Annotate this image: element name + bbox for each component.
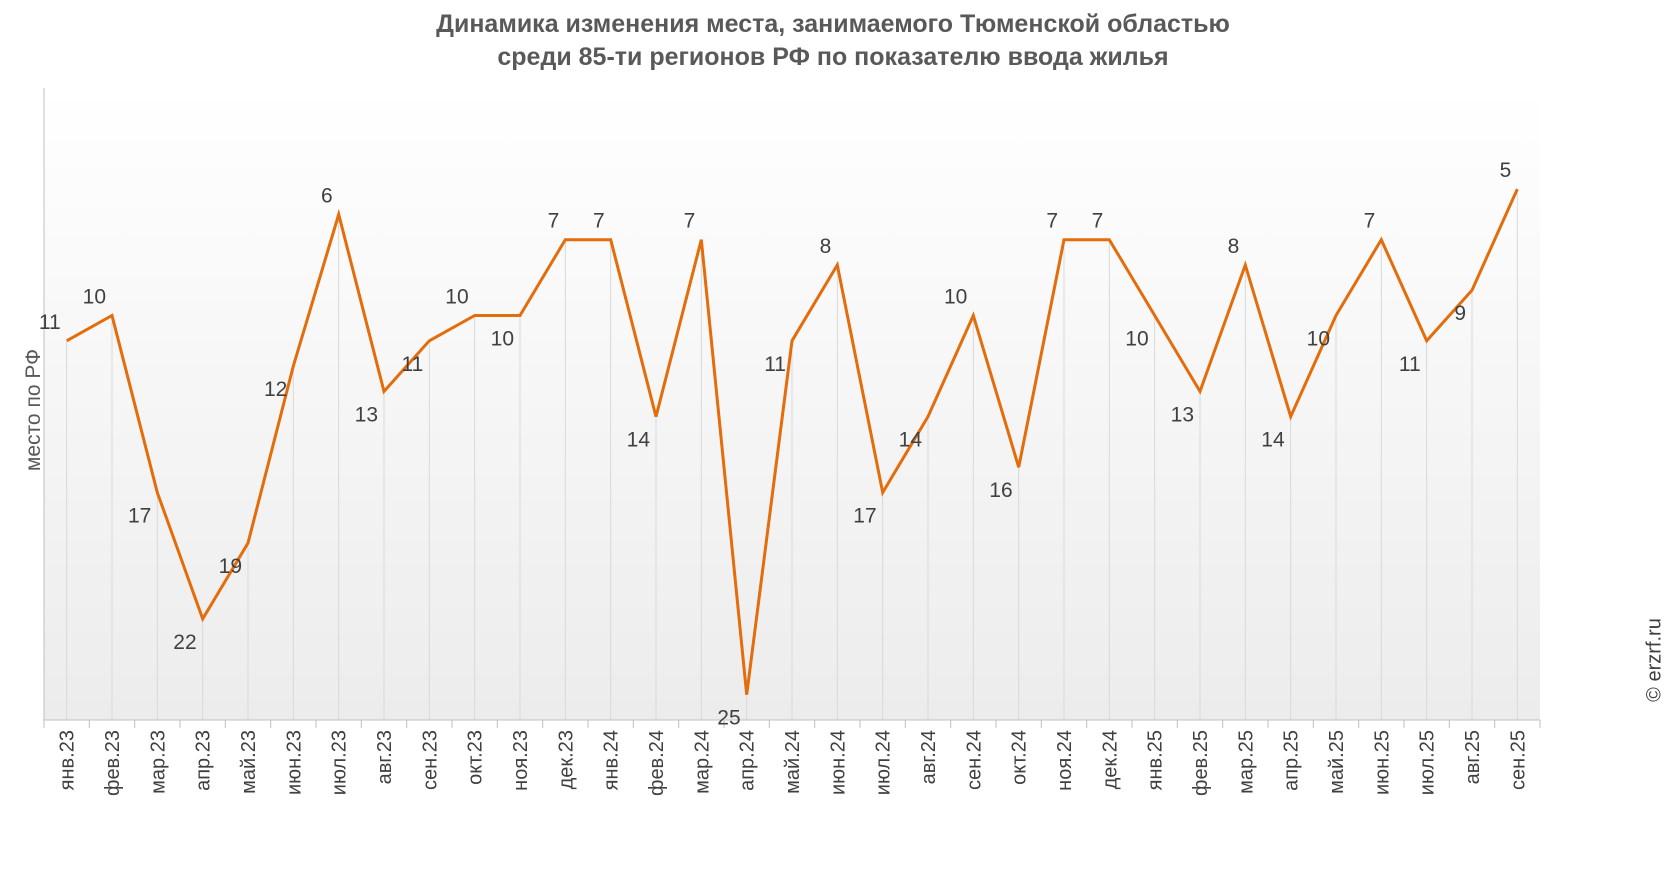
chart-title-line-2: среди 85-ти регионов РФ по показателю вв…: [497, 43, 1169, 71]
data-label: 8: [1228, 235, 1240, 258]
x-tick-label: сен.25: [1507, 730, 1529, 790]
data-label: 17: [853, 504, 876, 527]
x-tick-label: май.24: [782, 730, 804, 794]
data-label: 13: [355, 403, 378, 426]
x-tick-label: янв.24: [601, 730, 623, 790]
x-tick-label: янв.25: [1145, 730, 1167, 790]
x-tick-label: фев.23: [102, 730, 124, 796]
data-label: 7: [684, 210, 696, 233]
data-label: 7: [548, 210, 560, 233]
x-axis-tick-labels: янв.23 фев.23 мар.23 апр.23 май.23 июн.23 июл.…: [57, 730, 1530, 796]
data-label: 11: [764, 353, 786, 376]
x-tick-label: мар.25: [1235, 730, 1257, 794]
x-tick-label: мар.24: [691, 730, 713, 794]
data-label: 10: [1125, 328, 1148, 351]
x-tick-label: июл.23: [329, 730, 351, 795]
x-tick-label: апр.24: [737, 730, 759, 791]
data-label: 12: [264, 378, 287, 401]
data-label: 22: [173, 631, 196, 654]
data-label: 13: [1171, 403, 1194, 426]
data-label: 14: [899, 429, 923, 452]
chart-title: Динамика изменения места, занимаемого Тю…: [0, 8, 1666, 74]
x-tick-label: авг.24: [918, 730, 940, 784]
x-tick-label: авг.25: [1462, 730, 1484, 784]
data-label: 10: [944, 286, 967, 309]
x-tick-label: июл.24: [873, 730, 895, 795]
x-tick-label: авг.23: [374, 730, 396, 784]
data-label: 10: [83, 286, 106, 309]
x-tick-label: ноя.23: [510, 730, 532, 791]
x-tick-label: июн.23: [283, 730, 305, 795]
chart-title-line-1: Динамика изменения места, занимаемого Тю…: [436, 10, 1230, 38]
x-tick-label: июн.25: [1371, 730, 1393, 795]
x-tick-label: окт.24: [1009, 730, 1031, 785]
grid-lines: [66, 189, 1518, 720]
data-label: 10: [1307, 328, 1330, 351]
x-tick-label: сен.23: [419, 730, 441, 790]
x-tick-label: фев.25: [1190, 730, 1212, 796]
series-group: [65, 188, 1519, 695]
x-tick-label: май.23: [238, 730, 260, 794]
x-tick-label: фев.24: [646, 730, 668, 796]
data-label: 6: [321, 184, 333, 207]
data-label: 9: [1454, 302, 1466, 325]
x-tick-label: апр.23: [193, 730, 215, 791]
data-label: 19: [219, 555, 242, 578]
x-tick-label: май.25: [1326, 730, 1348, 794]
x-axis-ticks: [43, 720, 1541, 728]
x-tick-label: мар.23: [147, 730, 169, 794]
data-label: 16: [989, 479, 1012, 502]
data-label: 14: [627, 429, 651, 452]
data-label: 7: [1092, 210, 1104, 233]
x-tick-label: дек.23: [555, 730, 577, 789]
data-label: 25: [717, 707, 740, 730]
x-tick-label: июл.25: [1417, 730, 1439, 795]
data-label: 11: [1399, 353, 1421, 376]
data-label: 11: [39, 311, 61, 334]
data-labels: 11 10 17 22 19 12 6 13 11 10 10 7 7 14 7 25 11 8 17 14 10 16 7…: [39, 159, 1511, 730]
series-line: [65, 188, 1519, 695]
data-label: 17: [128, 504, 151, 527]
data-label: 5: [1500, 159, 1512, 182]
data-label: 8: [820, 235, 832, 258]
data-label: 11: [402, 353, 424, 376]
x-tick-label: янв.23: [57, 730, 79, 790]
x-tick-label: ноя.24: [1054, 730, 1076, 791]
data-label: 7: [1364, 210, 1376, 233]
data-label: 7: [593, 210, 605, 233]
data-label: 10: [491, 328, 514, 351]
x-tick-label: дек.24: [1099, 730, 1121, 789]
x-tick-label: апр.25: [1281, 730, 1303, 791]
data-label: 7: [1046, 210, 1058, 233]
x-tick-label: сен.24: [963, 730, 985, 790]
x-tick-label: июн.24: [827, 730, 849, 795]
data-label: 10: [445, 286, 468, 309]
x-tick-label: окт.23: [465, 730, 487, 785]
data-label: 14: [1261, 429, 1285, 452]
